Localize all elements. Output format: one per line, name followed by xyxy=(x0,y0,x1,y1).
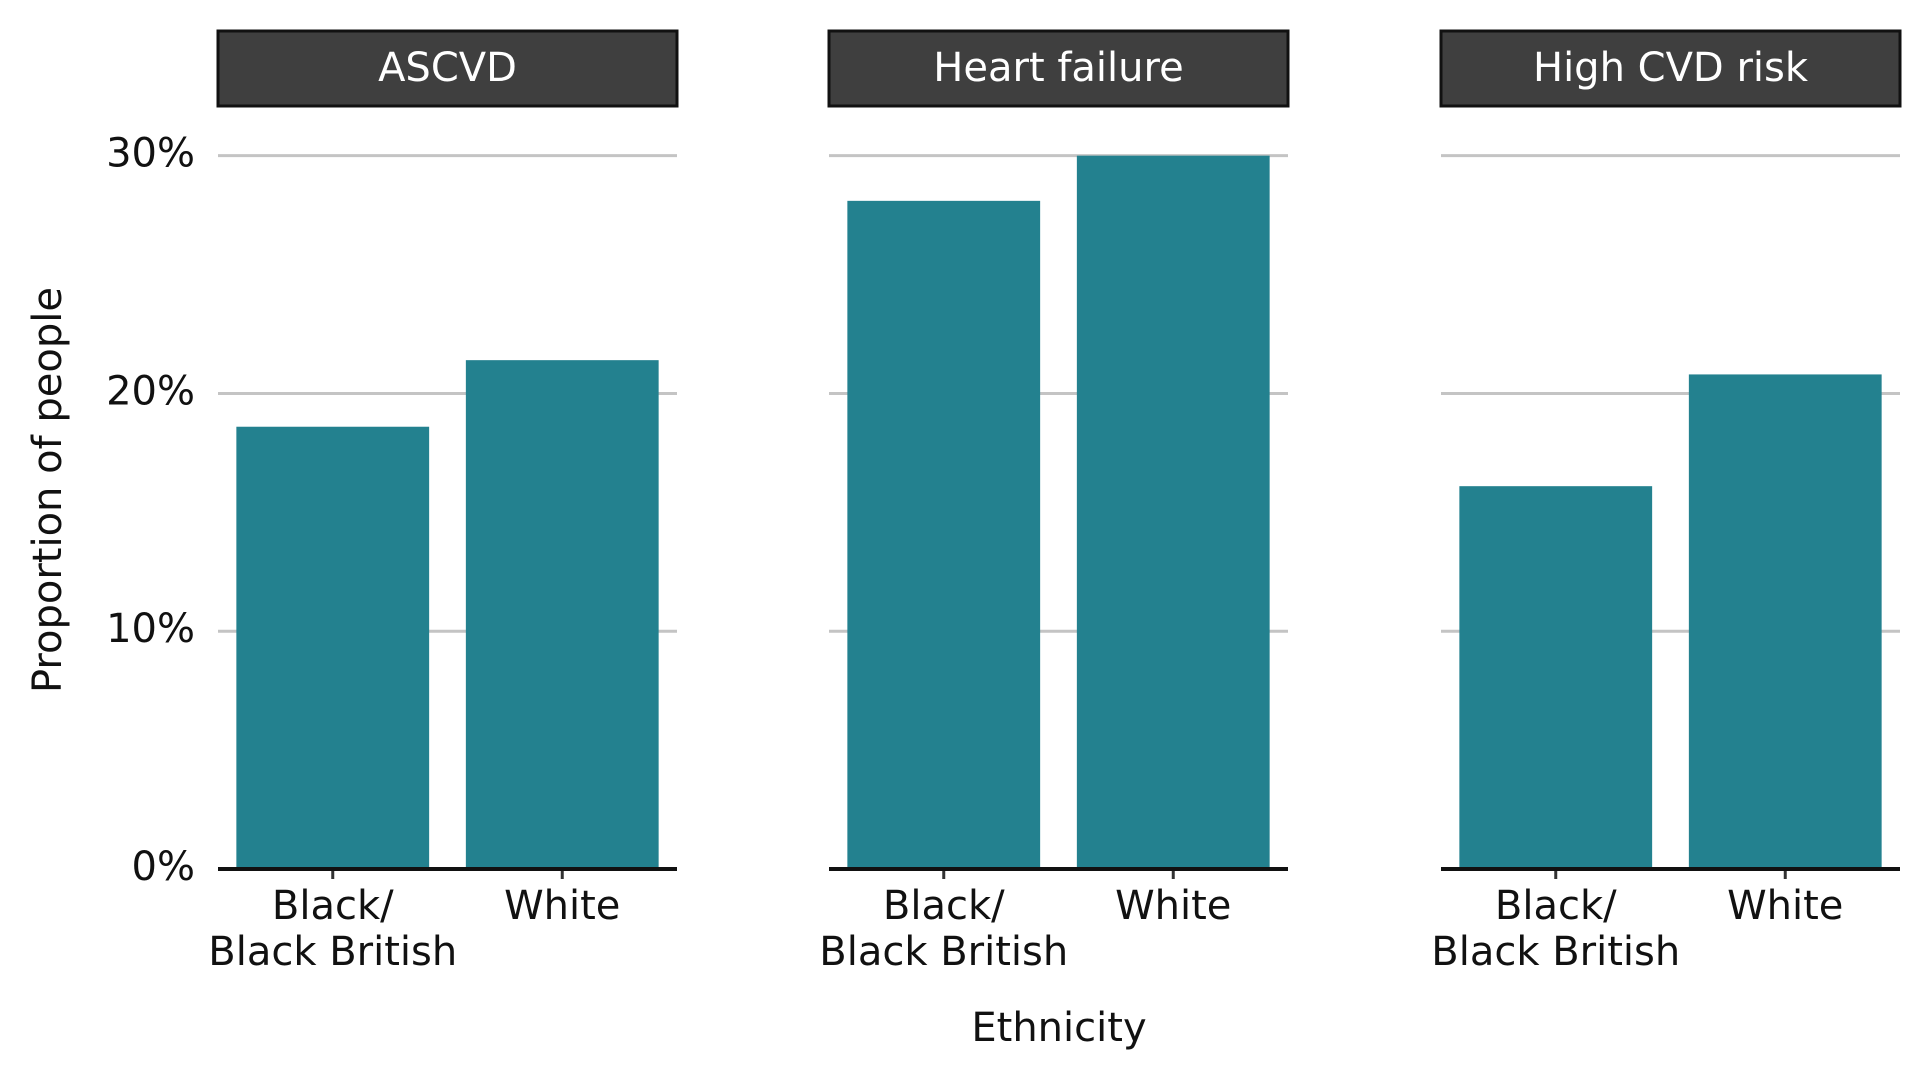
bar xyxy=(1076,155,1270,869)
facet-strip xyxy=(1439,29,1902,108)
y-tick-label: 10% xyxy=(106,606,195,652)
y-tick-label: 20% xyxy=(106,368,195,414)
x-tick-label: Black/Black British xyxy=(1431,883,1680,975)
x-axis-title: Ethnicity xyxy=(971,1005,1146,1051)
x-tick-label: Black/Black British xyxy=(819,883,1068,975)
facet-title: Heart failure xyxy=(933,45,1183,91)
y-axis-title: Proportion of people xyxy=(25,287,71,693)
bar xyxy=(847,200,1041,869)
x-tick-label: White xyxy=(1115,883,1231,929)
x-tick-label: White xyxy=(504,883,620,929)
bar xyxy=(236,426,430,869)
y-tick-label: 0% xyxy=(132,844,195,890)
facet-title: ASCVD xyxy=(378,45,517,91)
y-tick-label: 30% xyxy=(106,131,195,177)
bar xyxy=(1688,374,1882,869)
bar xyxy=(465,360,659,869)
x-tick-label: White xyxy=(1727,883,1843,929)
facet-strip xyxy=(216,29,679,108)
facet-title: High CVD risk xyxy=(1533,45,1809,91)
bar xyxy=(1459,486,1653,869)
x-tick-label: Black/Black British xyxy=(208,883,457,975)
facet-strip xyxy=(827,29,1290,108)
